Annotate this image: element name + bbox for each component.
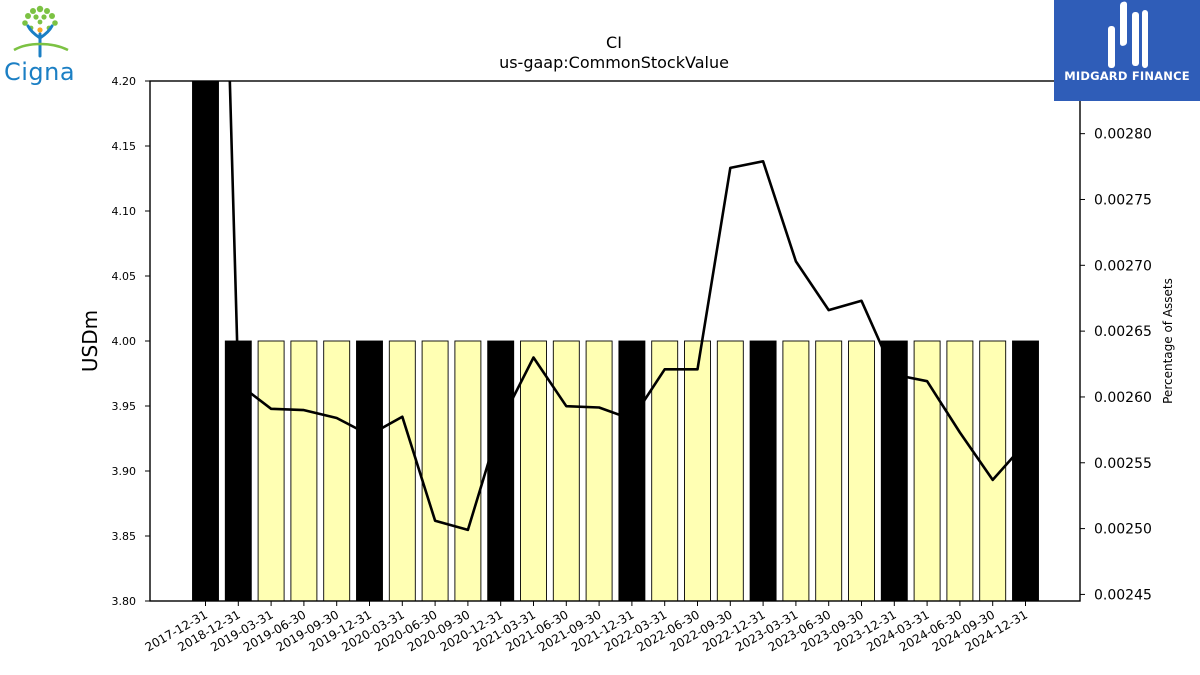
y2-tick-label: 0.00255 bbox=[1094, 456, 1152, 472]
cigna-logo-text: Cigna bbox=[4, 58, 76, 86]
y2-tick-label: 0.00275 bbox=[1094, 192, 1152, 208]
y2-tick-label: 0.00265 bbox=[1094, 324, 1152, 340]
bar-2019-06-30 bbox=[290, 340, 318, 601]
bar-series bbox=[192, 81, 1039, 601]
y-tick-label: 4.10 bbox=[112, 205, 137, 218]
y-tick-label: 4.05 bbox=[112, 270, 137, 283]
bar-2019-09-30 bbox=[323, 340, 351, 601]
bar-2020-12-31 bbox=[487, 340, 515, 601]
y2-axis-label: Percentage of Assets bbox=[1161, 278, 1175, 404]
y2-tick-label: 0.00250 bbox=[1094, 522, 1152, 538]
y2-tick-label: 0.00245 bbox=[1094, 587, 1152, 603]
y2-tick-label: 0.00270 bbox=[1094, 258, 1152, 274]
bar-2024-03-31 bbox=[913, 340, 941, 601]
midgard-logo-text: MIDGARD FINANCE bbox=[1064, 69, 1190, 83]
bar-2021-03-31 bbox=[520, 340, 547, 601]
y-tick-label: 4.15 bbox=[112, 140, 137, 153]
chart-title: CI bbox=[606, 33, 622, 52]
bar-2023-06-30 bbox=[815, 340, 843, 601]
bar-2023-03-31 bbox=[782, 340, 810, 601]
tree-icon bbox=[13, 5, 69, 58]
bar-2021-12-31 bbox=[618, 340, 646, 601]
bar-2020-09-30 bbox=[454, 340, 482, 601]
line-series bbox=[228, 81, 1027, 532]
bar-2019-12-31 bbox=[356, 340, 383, 601]
y-tick-label: 4.00 bbox=[112, 335, 137, 348]
y2-tick-label: 0.00260 bbox=[1094, 390, 1152, 406]
y-axis-label: USDm bbox=[78, 310, 102, 372]
percentage-of-assets-line bbox=[228, 81, 1027, 532]
y-tick-label: 4.20 bbox=[112, 75, 137, 88]
y-axis-ticks: 3.80 3.85 3.90 3.95 4.00 4.05 4.10 4.15 4.20 bbox=[112, 75, 150, 608]
bar-2024-12-31 bbox=[1012, 340, 1039, 601]
bar-2022-03-31 bbox=[651, 340, 679, 601]
x-axis-ticks: 2017-12-312018-12-312019-03-312019-06-30… bbox=[143, 601, 1030, 654]
bar-2020-03-31 bbox=[388, 340, 416, 601]
bar-2023-09-30 bbox=[848, 340, 875, 601]
bar-2024-06-30 bbox=[946, 340, 974, 601]
cigna-logo: Cigna bbox=[0, 0, 86, 92]
midgard-emblem-icon bbox=[1108, 1, 1148, 68]
y-tick-label: 3.90 bbox=[112, 465, 137, 478]
bar-2022-06-30 bbox=[684, 340, 711, 601]
bar-2022-09-30 bbox=[716, 340, 744, 601]
bar-2023-12-31 bbox=[880, 340, 908, 601]
bar-2021-06-30 bbox=[552, 340, 580, 601]
y-tick-label: 3.95 bbox=[112, 400, 137, 413]
bar-2019-03-31 bbox=[257, 340, 285, 601]
bar-2017-12-31 bbox=[192, 81, 219, 601]
y-tick-label: 3.85 bbox=[112, 530, 137, 543]
bar-2022-12-31 bbox=[749, 340, 777, 601]
y2-tick-label: 0.00280 bbox=[1094, 127, 1152, 143]
y-tick-label: 3.80 bbox=[112, 595, 137, 608]
midgard-finance-logo: MIDGARD FINANCE bbox=[1054, 0, 1200, 101]
y2-axis-ticks: 0.00245 0.00250 0.00255 0.00260 0.00265 0.002… bbox=[1080, 127, 1152, 603]
bar-2021-09-30 bbox=[585, 340, 613, 601]
bar-2020-06-30 bbox=[421, 340, 449, 601]
chart-subtitle: us-gaap:CommonStockValue bbox=[499, 53, 729, 72]
